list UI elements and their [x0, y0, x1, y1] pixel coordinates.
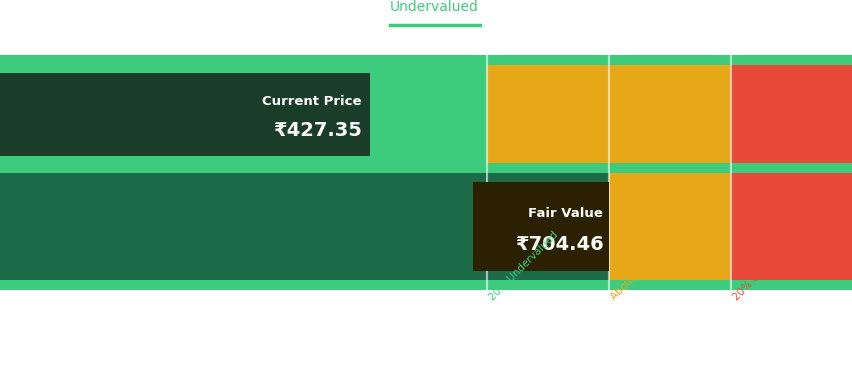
Bar	[0, 65, 486, 163]
Bar	[472, 182, 608, 271]
Text: Fair Value: Fair Value	[527, 207, 602, 220]
Text: 20% Undervalued: 20% Undervalued	[486, 229, 560, 302]
Text: ₹704.46: ₹704.46	[514, 235, 602, 254]
Bar	[0, 55, 852, 65]
Bar	[730, 65, 852, 163]
Text: 20% Overvalued: 20% Overvalued	[730, 234, 798, 302]
Bar	[486, 65, 608, 163]
Bar	[608, 65, 730, 163]
Bar	[0, 280, 852, 290]
Text: Undervalued: Undervalued	[389, 0, 478, 14]
Bar	[730, 173, 852, 280]
Text: ₹427.35: ₹427.35	[273, 121, 361, 140]
Bar	[0, 173, 608, 280]
Bar	[608, 173, 730, 280]
Text: Current Price: Current Price	[262, 95, 361, 108]
Bar	[0, 163, 852, 173]
Bar	[0, 73, 369, 155]
Text: About Right: About Right	[608, 252, 659, 302]
